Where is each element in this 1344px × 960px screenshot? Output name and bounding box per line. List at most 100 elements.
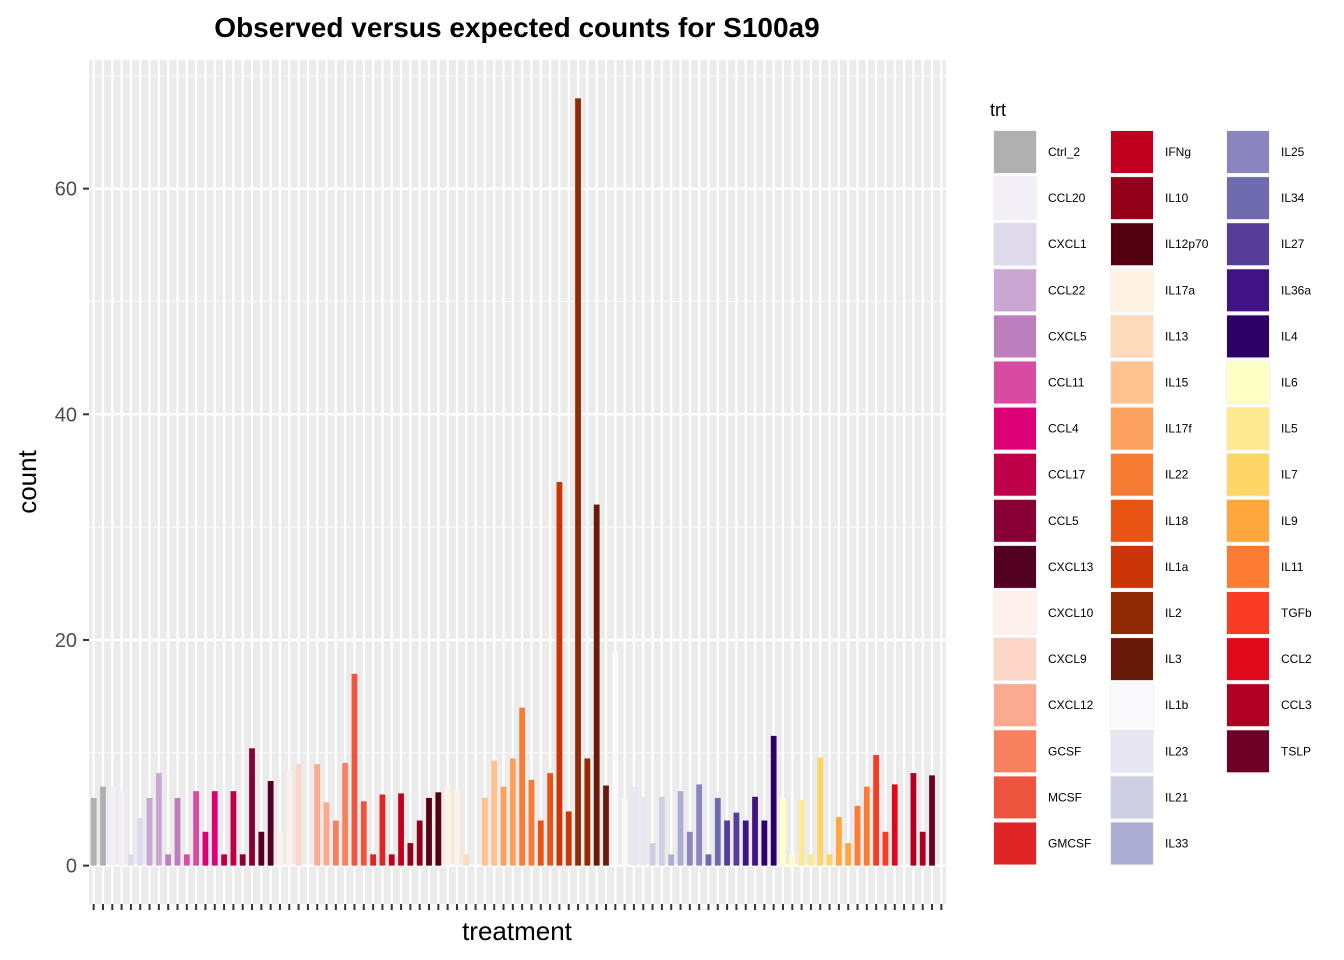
bar-il34 <box>705 854 712 866</box>
legend-label: IL15 <box>1165 376 1189 390</box>
legend-key-swatch <box>1111 407 1153 450</box>
bar-ccl11 <box>193 791 200 866</box>
legend-label: IL5 <box>1281 422 1298 436</box>
legend-key-swatch <box>1227 684 1269 727</box>
legend-key-swatch <box>994 592 1036 634</box>
bar-ifng <box>388 854 395 866</box>
bar-il9 <box>835 817 842 866</box>
bar-il12p70 <box>435 792 442 866</box>
bar-ctrl-2 <box>100 786 106 866</box>
bar-ccl17 <box>230 791 237 866</box>
legend-key-swatch <box>1111 730 1153 773</box>
bar-il33 <box>668 854 675 866</box>
legend-key-swatch <box>1111 592 1153 634</box>
bar-cxcl10 <box>277 831 283 866</box>
bar-ccl20 <box>118 791 125 866</box>
legend-label: IL12p70 <box>1165 237 1209 251</box>
legend-key-swatch <box>994 131 1036 173</box>
legend-key-swatch <box>1227 269 1269 312</box>
bar-ccl4 <box>211 791 218 866</box>
legend-label: CCL3 <box>1281 698 1312 712</box>
legend-label: CXCL12 <box>1048 698 1094 712</box>
bar-gcsf <box>342 762 349 866</box>
legend-key-swatch <box>1227 407 1269 450</box>
bar-il6 <box>780 797 786 866</box>
bar-il17f <box>500 786 507 866</box>
bar-il2 <box>575 98 581 866</box>
bar-ccl4 <box>202 831 209 866</box>
bar-il7 <box>826 854 833 866</box>
legend-label: CXCL10 <box>1048 606 1094 620</box>
legend-key-swatch <box>994 638 1036 681</box>
bar-il1b <box>612 651 619 866</box>
legend-label: TGFb <box>1281 606 1312 620</box>
legend-label: CCL2 <box>1281 652 1312 666</box>
legend-label: IL1b <box>1165 698 1189 712</box>
bar-il10 <box>416 820 423 866</box>
bar-ccl17 <box>221 854 227 866</box>
bar-il4 <box>770 735 777 866</box>
legend-label: GMCSF <box>1048 837 1091 851</box>
bar-il1b <box>621 799 628 866</box>
bar-il4 <box>761 820 768 866</box>
y-tick-label: 0 <box>66 856 77 878</box>
legend-label: IL25 <box>1281 145 1305 159</box>
legend-key-swatch <box>1111 315 1153 358</box>
legend-label: IL13 <box>1165 329 1189 343</box>
legend-key-swatch <box>994 730 1036 773</box>
legend-label: IL9 <box>1281 514 1298 528</box>
bar-ccl2 <box>891 784 898 866</box>
y-tick-label: 20 <box>55 630 77 652</box>
bar-il23 <box>631 786 637 866</box>
legend-key-swatch <box>1111 361 1153 404</box>
bar-tgfb <box>882 831 889 866</box>
x-axis-title: treatment <box>462 916 573 946</box>
bar-ccl3 <box>919 831 926 866</box>
bar-cxcl12 <box>314 764 321 866</box>
bar-il18 <box>537 820 544 866</box>
legend-label: IL11 <box>1281 560 1304 574</box>
legend-key-swatch <box>1111 776 1153 819</box>
legend-label: IL17f <box>1165 422 1192 436</box>
bar-tgfb <box>873 755 880 866</box>
legend-key-swatch <box>994 407 1036 450</box>
bar-il11 <box>863 786 870 866</box>
bar-il6 <box>789 854 796 866</box>
bar-il27 <box>724 820 730 866</box>
bar-il3 <box>593 504 600 866</box>
legend-label: CCL11 <box>1048 376 1085 390</box>
bar-il3 <box>603 785 609 866</box>
legend-label: CXCL5 <box>1048 329 1087 343</box>
legend-label: CXCL13 <box>1048 560 1094 574</box>
legend-label: IL21 <box>1165 790 1189 804</box>
legend-label: CCL4 <box>1048 422 1079 436</box>
legend-label: CXCL9 <box>1048 652 1087 666</box>
legend-key-swatch <box>994 269 1036 312</box>
bar-il33 <box>677 791 684 866</box>
bar-cxcl13 <box>267 781 274 866</box>
legend-key-swatch <box>1111 638 1153 681</box>
legend-key-swatch <box>994 776 1036 819</box>
legend-label: CXCL1 <box>1048 237 1087 251</box>
bar-gmcsf <box>370 854 377 866</box>
bar-cxcl5 <box>165 854 172 866</box>
legend-label: Ctrl_2 <box>1048 145 1080 159</box>
bar-cxcl1 <box>137 818 144 866</box>
bar-il21 <box>658 796 665 866</box>
legend-key-swatch <box>1227 315 1269 358</box>
legend-key-swatch <box>1227 223 1269 266</box>
bar-cxcl12 <box>323 802 330 866</box>
legend-key-swatch <box>1111 453 1153 496</box>
bar-mcsf <box>360 801 367 866</box>
legend-label: IFNg <box>1165 145 1191 159</box>
legend-key-swatch <box>994 499 1036 542</box>
legend-label: IL36a <box>1281 283 1311 297</box>
legend-label: IL1a <box>1165 560 1189 574</box>
legend-label: IL27 <box>1281 237 1305 251</box>
bar-il17a <box>444 786 451 866</box>
legend-label: IL34 <box>1281 191 1305 205</box>
bar-il21 <box>649 843 656 866</box>
legend-key-swatch <box>1111 822 1153 865</box>
bar-il13 <box>463 854 470 866</box>
